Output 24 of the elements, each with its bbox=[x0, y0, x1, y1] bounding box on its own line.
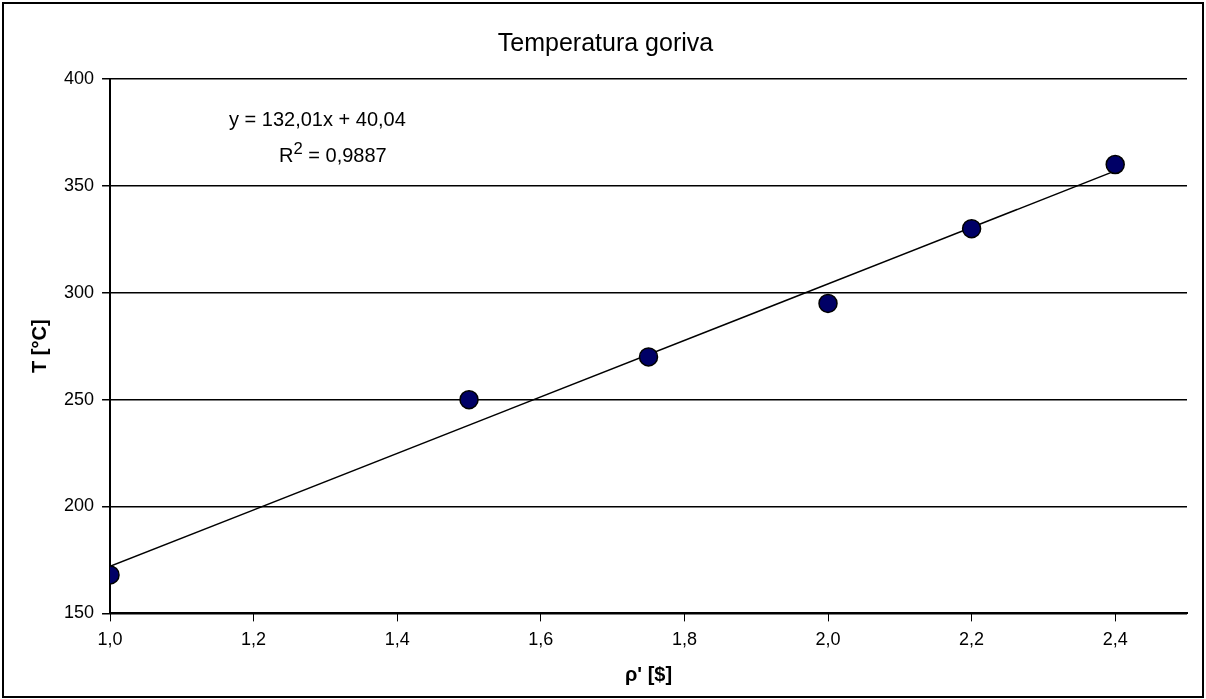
x-axis-title: ρ' [$] bbox=[624, 662, 673, 685]
annotation: y = 132,01x + 40,04 bbox=[229, 107, 406, 132]
point bbox=[459, 389, 479, 410]
x-tick-label: 2,4 bbox=[1102, 629, 1128, 650]
y-tick-label: 400 bbox=[63, 67, 95, 88]
x-tick-label: 1,6 bbox=[528, 629, 554, 650]
y-tick-label: 250 bbox=[63, 388, 95, 409]
y-tick-label: 300 bbox=[63, 281, 95, 302]
y-axis-title: T [°C] bbox=[27, 319, 50, 373]
point bbox=[1105, 154, 1125, 175]
x-tick-label: 2,0 bbox=[815, 629, 841, 650]
annotation: R$^{2}$ = 0,9887 bbox=[278, 138, 388, 168]
point bbox=[961, 218, 982, 239]
chart-title: Temperatura goriva bbox=[497, 27, 714, 56]
point bbox=[818, 293, 838, 314]
x-tick-label: 1,8 bbox=[671, 629, 697, 650]
x-tick-label: 1,2 bbox=[241, 629, 267, 650]
y-tick-label: 200 bbox=[63, 495, 95, 516]
y-tick-label: 150 bbox=[63, 602, 95, 623]
x-tick-label: 1,4 bbox=[384, 629, 410, 650]
x-tick-label: 2,2 bbox=[959, 629, 985, 650]
y-tick-label: 350 bbox=[63, 174, 95, 195]
x-tick-label: 1,0 bbox=[97, 629, 123, 650]
point bbox=[638, 347, 659, 367]
